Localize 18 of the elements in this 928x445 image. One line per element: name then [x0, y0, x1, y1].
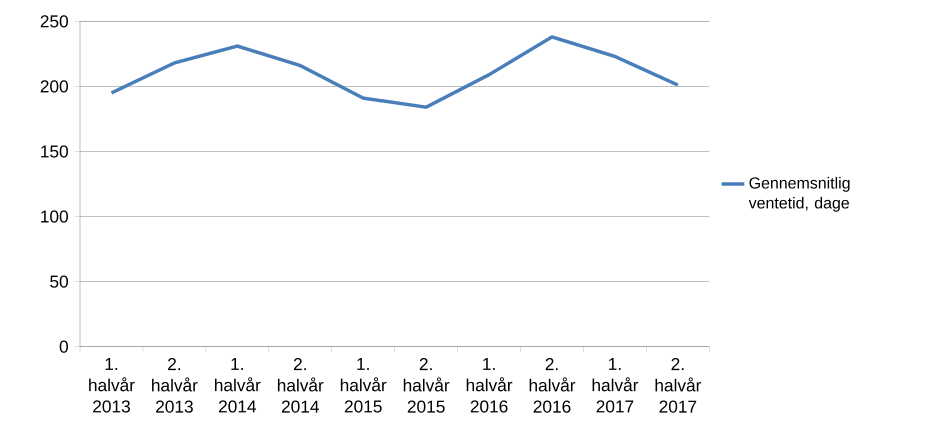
y-tick-label: 250	[40, 15, 68, 28]
x-tick-label: 2. halvår 2014	[278, 358, 324, 413]
x-tick-label: 1. halvår 2015	[340, 358, 386, 412]
x-tick-label: 1. halvår 2016	[466, 358, 512, 412]
x-tick-label: 2. halvår 2015	[404, 358, 450, 413]
y-tick-label: 0	[60, 340, 68, 353]
x-tick-label: 2. halvår 2017	[656, 358, 702, 413]
y-tick-label: 150	[41, 145, 68, 158]
x-tick-label: 2. halvår 2016	[530, 358, 576, 413]
x-tick-label: 1. halvår 2013	[89, 358, 135, 412]
x-tick-label: 1. halvår 2014	[215, 358, 261, 412]
x-tick-label: 1. halvår 2017	[592, 358, 638, 412]
line-series	[110, 35, 680, 109]
y-tick-label: 200	[40, 80, 68, 92]
legend-label: Gennemsnitlig ventetid, dage	[748, 176, 850, 212]
y-tick-label: 50	[50, 275, 68, 288]
y-tick-label: 100	[41, 210, 68, 222]
x-tick-label: 2. halvår 2013	[152, 358, 198, 413]
